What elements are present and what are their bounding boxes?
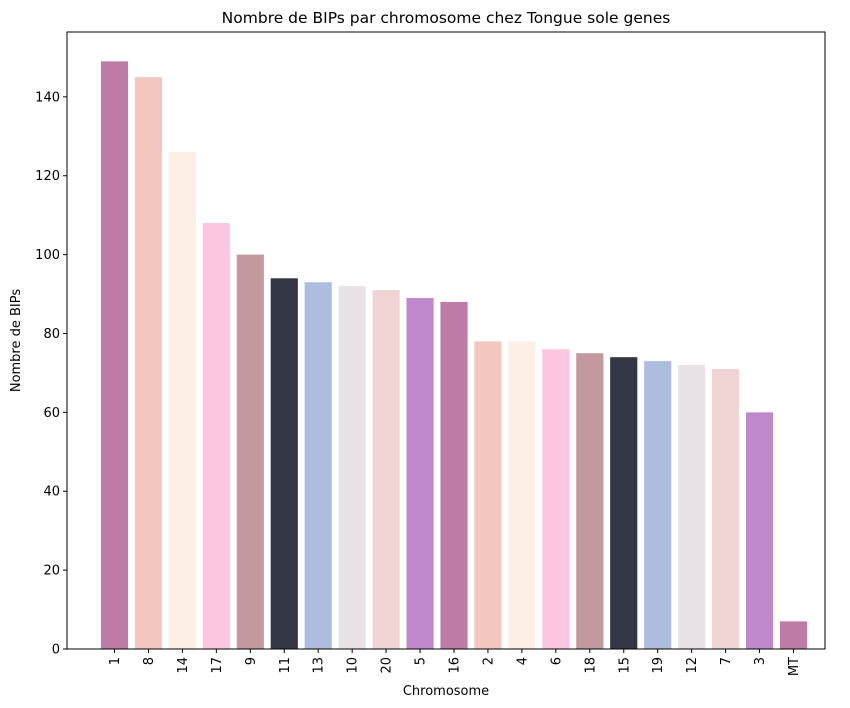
y-tick-label: 140 [35,90,60,105]
x-tick-label: 16 [448,657,463,674]
plot-frame [66,31,826,650]
x-tick-label: MT [787,657,802,676]
x-tick-label: 3 [753,657,768,665]
y-axis-ticks: 0 20 40 60 80 100 120 140 [35,90,67,658]
x-tick-label: 5 [414,657,429,665]
bar-chr-14 [168,152,196,649]
x-tick-label: 18 [583,657,598,674]
bar-chr-20 [372,290,400,649]
x-tick-label: 14 [176,657,191,674]
y-axis-label: Nombre de BIPs [9,289,24,393]
y-tick-label: 60 [43,406,60,421]
bar-chr-15 [610,357,638,649]
x-tick-label: 20 [380,657,395,674]
y-tick-label: 80 [43,327,60,342]
x-tick-label: 9 [244,657,259,665]
x-tick-label: 1 [108,657,123,665]
x-tick-label: 12 [685,657,700,674]
bar-chr-17 [202,223,230,650]
bar-chr-10 [338,286,366,649]
y-tick-label: 40 [43,485,60,500]
y-tick-label: 20 [43,564,60,579]
x-tick-label: 8 [142,657,157,665]
bar-chr-19 [644,361,672,649]
x-tick-label: 4 [515,657,530,665]
bar-chr-6 [542,349,570,649]
x-axis-ticks: 1 8 14 17 9 11 13 10 20 5 16 2 4 6 18 15 19 12 7 3 MT [108,649,802,676]
chart-title: Nombre de BIPs par chromosome chez Tongu… [222,9,671,27]
bar-chr-12 [678,365,706,649]
bar-chr-MT [779,621,808,649]
y-tick-label: 120 [35,169,60,184]
bar-chr-3 [745,412,774,649]
x-tick-label: 13 [312,657,327,674]
bar-chr-13 [304,282,332,649]
bar-chr-8 [134,77,163,650]
bar-chr-4 [508,341,536,649]
bar-chr-9 [236,254,264,649]
x-tick-label: 11 [278,657,293,674]
x-tick-label: 6 [549,657,564,665]
bar-chr-1 [100,61,129,649]
bar-chr-16 [440,301,468,649]
bar-chr-2 [474,341,502,649]
x-tick-label: 19 [651,657,666,674]
y-tick-label: 0 [52,643,60,658]
bar-chr-18 [576,353,604,649]
bar-chr-7 [712,368,740,649]
x-tick-label: 15 [617,657,632,674]
bars-group [100,61,808,650]
x-tick-label: 17 [210,657,225,674]
y-tick-label: 100 [35,248,60,263]
x-tick-label: 10 [346,657,361,674]
x-tick-label: 2 [481,657,496,665]
bar-chr-5 [406,298,434,649]
bar-chr-11 [270,278,298,649]
x-axis-label: Chromosome [403,684,489,699]
x-tick-label: 7 [719,657,734,665]
